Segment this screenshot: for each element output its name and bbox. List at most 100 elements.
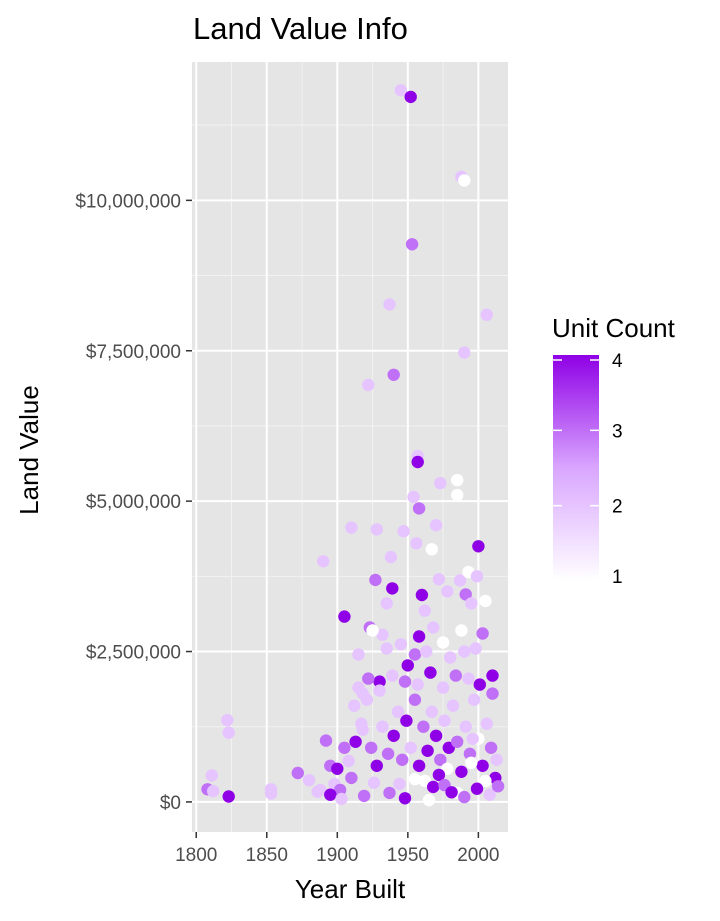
data-point [412, 630, 426, 643]
data-point [314, 783, 327, 797]
data-point [411, 678, 424, 691]
x-tick-label: 1900 [316, 845, 358, 866]
data-point [383, 786, 396, 800]
data-point [357, 789, 371, 803]
data-point [349, 735, 362, 748]
data-point [427, 780, 440, 794]
data-point [425, 543, 438, 556]
data-point [427, 621, 440, 634]
data-point [432, 768, 446, 782]
data-point [462, 672, 475, 685]
data-point [408, 648, 422, 661]
legend-ticks: 1 2 3 4 [553, 351, 623, 588]
data-point [362, 378, 375, 392]
data-point [469, 642, 482, 655]
data-point [365, 741, 378, 754]
data-point [415, 588, 429, 602]
data-point [470, 782, 484, 795]
data-point [205, 769, 218, 782]
legend: Unit Count 1 2 3 4 [552, 313, 676, 588]
data-point [458, 346, 471, 359]
data-point [397, 525, 410, 538]
data-point [451, 735, 464, 748]
data-point [408, 772, 422, 786]
chart-title: Land Value Info [193, 11, 408, 46]
data-point [391, 705, 405, 718]
data-point [438, 714, 451, 727]
data-point [319, 734, 333, 747]
data-point [408, 693, 422, 706]
data-point [407, 490, 420, 504]
data-point [484, 741, 498, 754]
data-points [201, 84, 505, 807]
data-point [291, 766, 304, 780]
data-point [376, 720, 389, 733]
data-point [338, 741, 351, 754]
x-tick-label: 2000 [457, 845, 499, 866]
data-point [465, 597, 478, 610]
x-tick-label: 1850 [246, 845, 288, 866]
data-point [386, 669, 399, 682]
data-point [393, 777, 406, 791]
data-point [222, 790, 235, 803]
data-point [412, 759, 426, 772]
y-tick-label: $10,000,000 [75, 191, 181, 212]
data-point [373, 684, 386, 697]
legend-tick-label: 3 [612, 421, 623, 442]
data-point [345, 771, 358, 785]
data-point [345, 521, 358, 534]
data-point [420, 645, 433, 658]
data-point [221, 713, 234, 727]
data-point [352, 648, 365, 661]
data-point [476, 627, 489, 640]
data-point [476, 759, 489, 772]
data-point [207, 784, 220, 798]
data-point [466, 732, 479, 745]
data-point [483, 788, 496, 801]
data-point [458, 645, 471, 658]
data-point [436, 636, 450, 649]
data-point [362, 672, 375, 685]
data-point [367, 776, 381, 789]
data-point [472, 540, 485, 553]
data-point [458, 790, 471, 804]
data-point [342, 754, 355, 768]
y-tick-label: $0 [160, 793, 181, 814]
data-point [422, 793, 436, 807]
data-point [441, 585, 454, 598]
data-point [324, 788, 337, 801]
data-point [491, 780, 505, 793]
data-point [410, 537, 423, 550]
data-point [490, 753, 503, 766]
data-point [470, 570, 484, 583]
data-point [412, 502, 426, 515]
data-point [453, 574, 467, 587]
data-point [467, 693, 481, 706]
data-point [317, 555, 330, 568]
x-tick-label: 1800 [175, 845, 217, 866]
data-point [429, 519, 443, 532]
data-point [486, 687, 499, 700]
data-point [373, 675, 386, 688]
data-point [384, 550, 398, 564]
data-point [473, 678, 486, 691]
data-point [394, 84, 407, 97]
data-point [398, 792, 412, 805]
x-tick-label: 1950 [387, 845, 429, 866]
major-gridlines [192, 62, 508, 832]
data-point [387, 729, 400, 742]
minor-gridlines [192, 62, 508, 832]
data-point [445, 786, 458, 799]
data-point [376, 628, 389, 641]
data-point [370, 759, 383, 772]
data-point [434, 753, 447, 766]
data-point [352, 681, 365, 694]
data-point [398, 675, 412, 688]
x-axis-title: Year Built [295, 874, 406, 904]
data-point [458, 174, 471, 187]
data-point [264, 787, 278, 800]
data-point [451, 488, 464, 502]
data-point [386, 582, 399, 595]
y-axis: $0 $2,500,000 $5,000,000 $7,500,000 $10,000,… [75, 191, 192, 814]
